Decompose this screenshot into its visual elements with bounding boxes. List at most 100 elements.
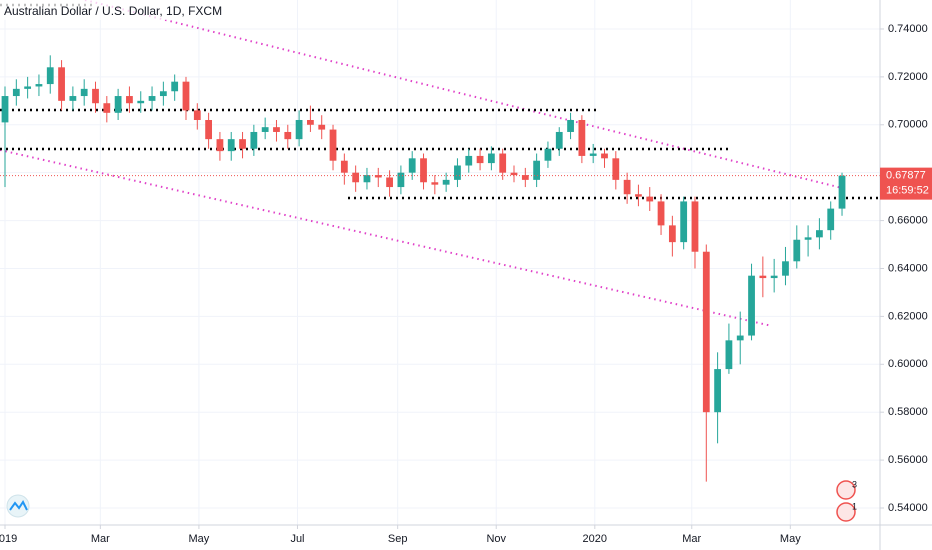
x-tick-label: May xyxy=(780,533,801,545)
candle-body xyxy=(827,208,835,231)
x-tick-label: Mar xyxy=(682,533,701,545)
candle-body xyxy=(510,172,518,176)
candle-body xyxy=(420,158,427,183)
candle-body xyxy=(736,335,744,341)
candle-body xyxy=(363,175,371,183)
candle-body xyxy=(159,91,167,97)
y-tick-label: 0.56000 xyxy=(888,454,928,466)
candle-body xyxy=(408,158,416,173)
y-tick-label: 0.62000 xyxy=(888,310,928,322)
y-tick-label: 0.58000 xyxy=(888,406,928,418)
candle-body xyxy=(12,88,20,97)
candle-body xyxy=(454,165,461,180)
candles xyxy=(0,55,880,482)
candle-body xyxy=(58,67,65,101)
candle-body xyxy=(340,160,348,173)
candle-body xyxy=(284,131,292,140)
candle-body xyxy=(205,119,213,140)
candle-body xyxy=(555,131,563,149)
candle-body xyxy=(793,239,801,262)
title-bg xyxy=(0,0,240,20)
candle-body xyxy=(770,275,778,279)
x-tick-label: 2020 xyxy=(583,533,607,545)
candle-body xyxy=(35,84,43,87)
candle-body xyxy=(714,369,721,413)
candle-body xyxy=(273,127,280,132)
candle-body xyxy=(352,172,360,183)
candle-body xyxy=(318,124,326,130)
candle-body xyxy=(544,148,552,161)
candle-body xyxy=(702,251,710,413)
candle-body xyxy=(329,129,337,161)
candle-body xyxy=(227,139,235,152)
candle-body xyxy=(657,201,665,226)
events[interactable]: 31 xyxy=(836,479,857,522)
logo xyxy=(6,494,30,518)
candle-body xyxy=(307,119,314,125)
candle-body xyxy=(465,155,473,166)
y-tick-label: 0.54000 xyxy=(888,502,928,514)
candle-body xyxy=(691,201,699,252)
candle-body xyxy=(635,194,642,197)
candle-body xyxy=(816,230,823,238)
candle-body xyxy=(148,96,156,101)
candle-body xyxy=(521,175,529,180)
candle-body xyxy=(24,86,32,89)
candle-body xyxy=(759,275,767,279)
candle-body xyxy=(804,237,812,240)
candle-body xyxy=(182,81,190,111)
candle-body xyxy=(374,175,382,178)
event-marker[interactable] xyxy=(836,502,856,522)
candle-body xyxy=(386,177,393,188)
candle-body xyxy=(612,158,620,180)
candle-body xyxy=(216,139,224,152)
y-tick-label: 0.72000 xyxy=(888,71,928,83)
candle-body xyxy=(567,119,574,132)
x-tick-label: Nov xyxy=(486,533,506,545)
candle-body xyxy=(295,119,303,140)
last-price-box xyxy=(880,167,932,200)
trend-line xyxy=(84,0,843,189)
candle-body xyxy=(646,196,654,202)
y-tick-label: 0.64000 xyxy=(888,262,928,274)
x-tick-label: Sep xyxy=(388,533,408,545)
candle-body xyxy=(431,182,439,185)
candle-body xyxy=(748,275,755,336)
axes: 0.54000 0.56000 0.58000 0.60000 0.62000 0.640… xyxy=(0,23,932,545)
candle-body xyxy=(487,153,495,164)
candle-body xyxy=(601,153,608,159)
candle-body xyxy=(668,225,676,243)
candle-body xyxy=(680,201,688,243)
countdown-label: 16:59:52 xyxy=(886,185,929,197)
candle-body xyxy=(46,67,54,85)
event-count[interactable]: 1 xyxy=(852,501,857,511)
x-tick-label: Mar xyxy=(91,533,110,545)
candle-body xyxy=(114,96,122,113)
event-marker[interactable] xyxy=(836,480,856,500)
last-price-label: 0.67877 xyxy=(886,170,926,182)
event-count[interactable]: 3 xyxy=(852,479,857,489)
candle-body xyxy=(103,103,111,113)
candle-body xyxy=(589,153,597,156)
candle-body xyxy=(782,261,789,276)
candle-body xyxy=(250,131,258,149)
candle-body xyxy=(239,139,246,149)
x-tick-label: 2019 xyxy=(0,533,17,545)
candle-body xyxy=(838,175,846,209)
candle-body xyxy=(623,179,631,195)
y-tick-label: 0.60000 xyxy=(888,358,928,370)
y-tick-label: 0.66000 xyxy=(888,214,928,226)
y-tick-label: 0.70000 xyxy=(888,119,928,131)
candle-body xyxy=(442,179,450,185)
candle-body xyxy=(92,88,99,104)
candle-body xyxy=(261,127,269,132)
x-tick-label: May xyxy=(189,533,210,545)
candle-body xyxy=(1,96,9,123)
candle-body xyxy=(397,172,405,188)
candle-body xyxy=(533,160,541,180)
candle-body xyxy=(80,88,88,97)
candle-body xyxy=(69,96,77,101)
y-tick-label: 0.74000 xyxy=(888,23,928,35)
candle-body xyxy=(193,110,201,120)
